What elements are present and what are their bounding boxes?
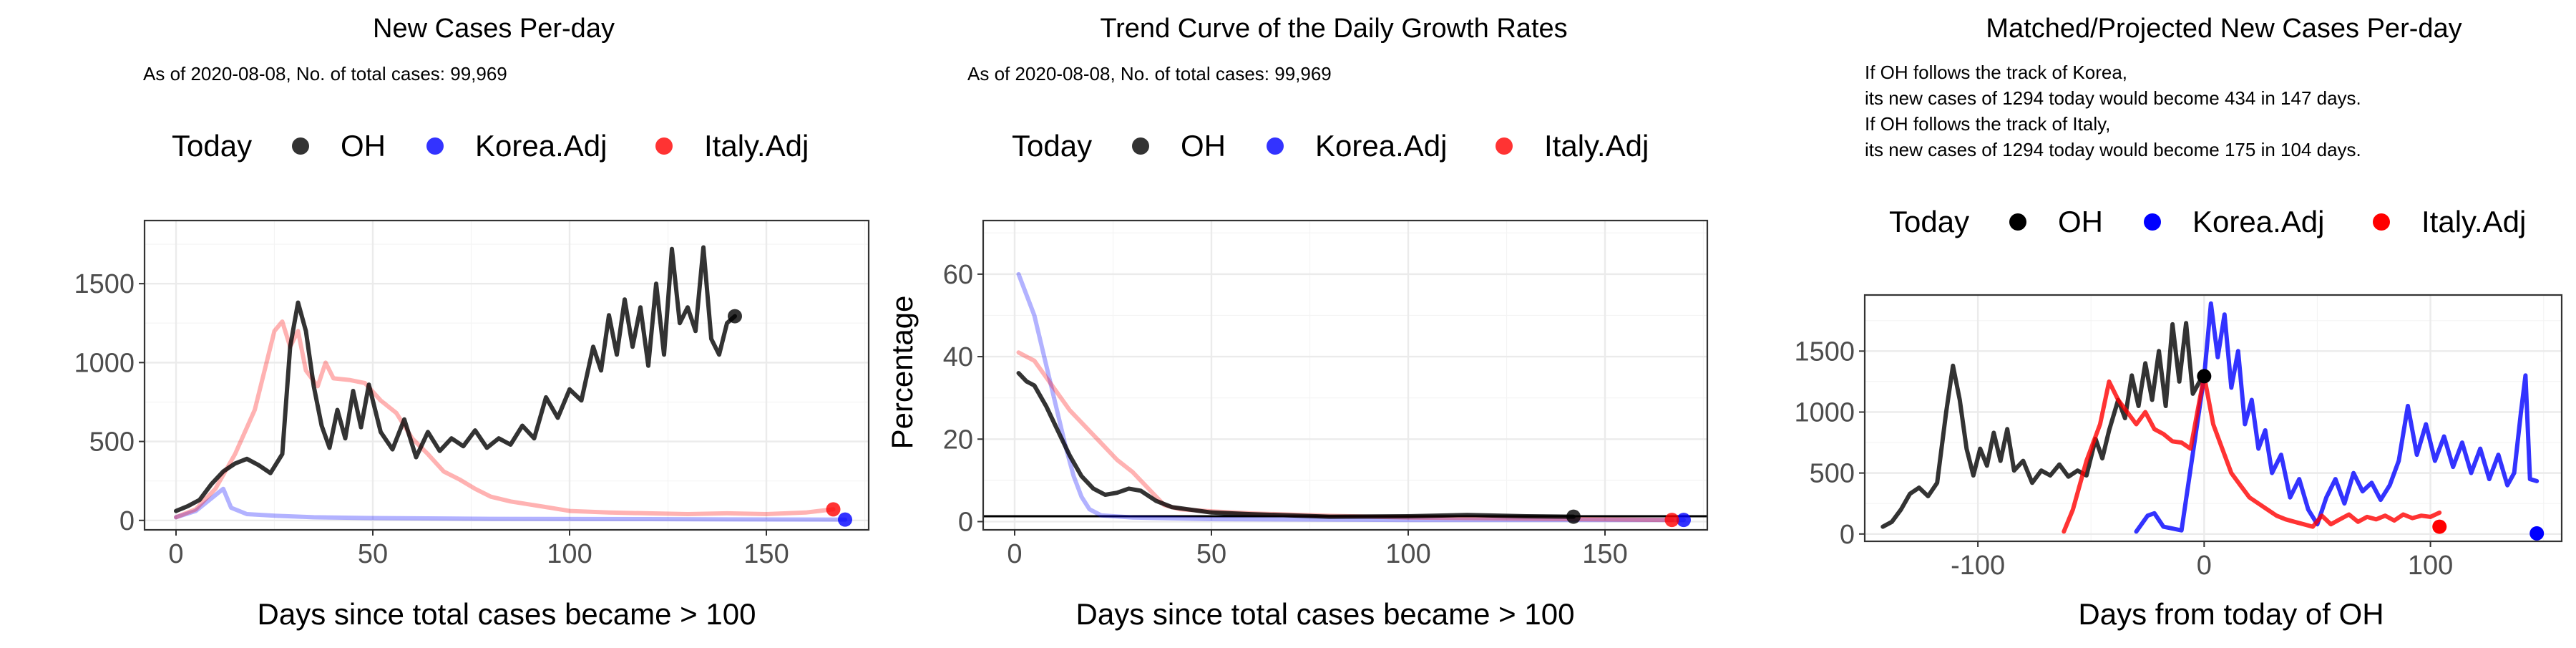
x-tick-label: 0 [1007,539,1022,569]
legend-key-italy [655,137,673,155]
plot-frame [143,219,870,531]
x-tick-label: 50 [1196,539,1226,569]
y-tick-label: 0 [958,507,973,537]
legend-title: Today [172,129,252,163]
chart-subtitle-line-1: If OH follows the track of Korea, [1865,62,2127,83]
plot-area: 0 50 100 150 0 20 40 60 [943,219,1709,569]
series-line-italy [2062,374,2442,534]
today-point-italy [2432,519,2447,534]
legend-label-italy: Italy.Adj [2421,205,2526,238]
legend-key-oh [2009,213,2026,231]
x-axis-label: Days from today of OH [2078,597,2384,631]
today-point-korea [1677,513,1691,528]
series-line-korea [1016,271,1686,523]
y-tick-label: 40 [943,342,973,372]
chart-title: Matched/Projected New Cases Per-day [1986,14,2462,44]
today-point-oh [1566,509,1581,524]
panel-growth-rate-trend: Trend Curve of the Daily Growth Rates As… [885,14,1709,631]
x-tick-label: 50 [358,539,388,569]
y-axis-label: Percentage [885,296,919,450]
legend-key-korea [1267,137,1284,155]
x-tick-label: 150 [1582,539,1627,569]
legend: Today OH Korea.Adj Italy.Adj [1889,205,2526,238]
series-line-korea [174,486,847,522]
y-tick-label: 1500 [1794,337,1855,367]
y-tick-label: 1000 [1794,397,1855,427]
y-tick-label: 0 [1840,520,1855,550]
legend-label-oh: OH [2058,205,2103,238]
legend-label-korea: Korea.Adj [1315,129,1447,163]
y-tick-label: 60 [943,260,973,290]
today-point-korea [838,512,852,527]
chart-subtitle-line-3: If OH follows the track of Italy, [1865,113,2110,135]
plot-frame [982,219,1709,531]
series-line-oh [1016,371,1576,519]
legend-label-oh: OH [1181,129,1226,163]
today-point-oh [728,309,742,324]
today-point-korea [2529,526,2545,541]
legend-key-italy [2373,213,2390,231]
legend: Today OH Korea.Adj Italy.Adj [172,129,809,163]
y-tick-label: 1500 [74,269,135,299]
legend-label-oh: OH [341,129,386,163]
x-tick-label: 100 [547,539,592,569]
chart-title: New Cases Per-day [373,14,615,44]
panel-matched-projected: Matched/Projected New Cases Per-day If O… [1794,14,2563,631]
legend-key-oh [1132,137,1149,155]
series-line-korea [2134,301,2540,534]
chart-title: Trend Curve of the Daily Growth Rates [1100,14,1567,44]
x-tick-label: 0 [2197,551,2212,581]
legend-label-korea: Korea.Adj [2192,205,2324,238]
chart-subtitle-line-4: its new cases of 1294 today would become… [1865,139,2361,160]
legend-label-korea: Korea.Adj [475,129,607,163]
x-tick-label: 100 [1385,539,1430,569]
legend-key-italy [1496,137,1513,155]
today-point-oh [2197,369,2212,384]
chart-subtitle: As of 2020-08-08, No. of total cases: 99… [143,63,507,84]
x-tick-label: 150 [743,539,789,569]
legend-key-korea [426,137,444,155]
x-tick-label: 100 [2408,551,2453,581]
x-tick-label: -100 [1951,551,2005,581]
legend-title: Today [1012,129,1092,163]
legend-key-oh [292,137,309,155]
x-tick-label: 0 [168,539,183,569]
y-tick-label: 0 [119,506,135,536]
today-point-italy [1664,513,1679,528]
series-line-oh [174,245,737,513]
plot-frame [1863,294,2563,543]
y-tick-label: 500 [1810,459,1855,489]
today-point-italy [826,502,841,517]
y-tick-label: 20 [943,425,973,455]
chart-subtitle-line-2: its new cases of 1294 today would become… [1865,87,2361,109]
chart-subtitle: As of 2020-08-08, No. of total cases: 99… [967,63,1332,84]
series-line-oh [1880,321,2207,529]
legend-label-italy: Italy.Adj [1544,129,1649,163]
panel-new-cases-per-day: New Cases Per-day As of 2020-08-08, No. … [74,14,870,631]
legend-key-korea [2144,213,2161,231]
x-axis-label: Days since total cases became > 100 [1076,597,1575,631]
legend-title: Today [1889,205,1969,238]
legend-label-italy: Italy.Adj [704,129,809,163]
y-tick-label: 1000 [74,348,135,378]
series-line-italy [174,319,836,520]
x-axis-label: Days since total cases became > 100 [258,597,756,631]
y-tick-label: 500 [89,427,135,458]
legend: Today OH Korea.Adj Italy.Adj [1012,129,1649,163]
